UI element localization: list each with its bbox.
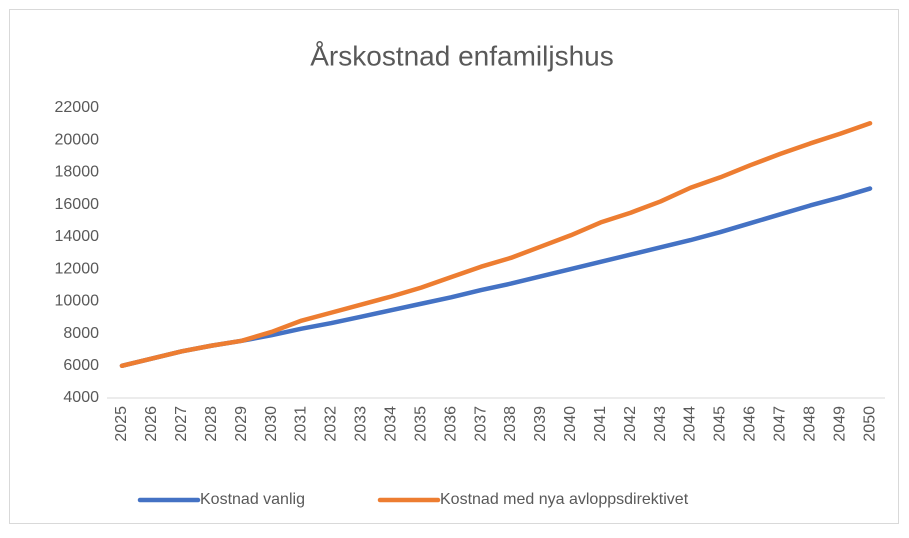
- x-tick-label: 2028: [203, 406, 220, 442]
- y-tick-label: 8000: [63, 325, 99, 342]
- x-tick-label: 2044: [682, 406, 699, 442]
- x-tick-label: 2026: [143, 406, 160, 442]
- legend-label: Kostnad med nya avloppsdirektivet: [440, 491, 689, 508]
- x-tick-label: 2029: [233, 406, 250, 442]
- y-tick-label: 12000: [55, 260, 100, 277]
- legend-label: Kostnad vanlig: [200, 491, 305, 508]
- y-tick-label: 20000: [55, 131, 100, 148]
- y-tick-label: 6000: [63, 357, 99, 374]
- x-tick-label: 2033: [353, 406, 370, 442]
- x-tick-label: 2048: [801, 406, 818, 442]
- line-series: [119, 121, 873, 369]
- x-tick-label: 2041: [592, 406, 609, 442]
- x-tick-label: 2031: [293, 406, 310, 442]
- x-tick-label: 2035: [412, 406, 429, 442]
- x-tick-label: 2025: [113, 406, 130, 442]
- y-tick-label: 18000: [55, 164, 100, 181]
- x-tick-label: 2027: [173, 406, 190, 442]
- x-tick-label: 2042: [622, 406, 639, 442]
- x-tick-label: 2038: [502, 406, 519, 442]
- y-tick-label: 16000: [55, 196, 100, 213]
- x-tick-label: 2037: [472, 406, 489, 442]
- x-tick-label: 2039: [532, 406, 549, 442]
- y-tick-label: 4000: [63, 389, 99, 406]
- x-tick-label: 2046: [742, 406, 759, 442]
- chart-title: Årskostnad enfamiljshus: [310, 40, 613, 71]
- x-tick-label: 2049: [831, 406, 848, 442]
- y-tick-label: 14000: [55, 228, 100, 245]
- x-tick-label: 2043: [652, 406, 669, 442]
- x-tick-label: 2047: [771, 406, 788, 442]
- x-tick-label: 2040: [562, 406, 579, 442]
- x-tick-label: 2036: [442, 406, 459, 442]
- x-tick-label: 2030: [263, 406, 280, 442]
- x-tick-label: 2034: [382, 406, 399, 442]
- x-tick-label: 2050: [861, 406, 878, 442]
- x-tick-label: 2032: [323, 406, 340, 442]
- chart-border: [9, 9, 899, 524]
- x-tick-label: 2045: [712, 406, 729, 442]
- y-tick-label: 22000: [55, 99, 100, 116]
- y-tick-label: 10000: [55, 293, 100, 310]
